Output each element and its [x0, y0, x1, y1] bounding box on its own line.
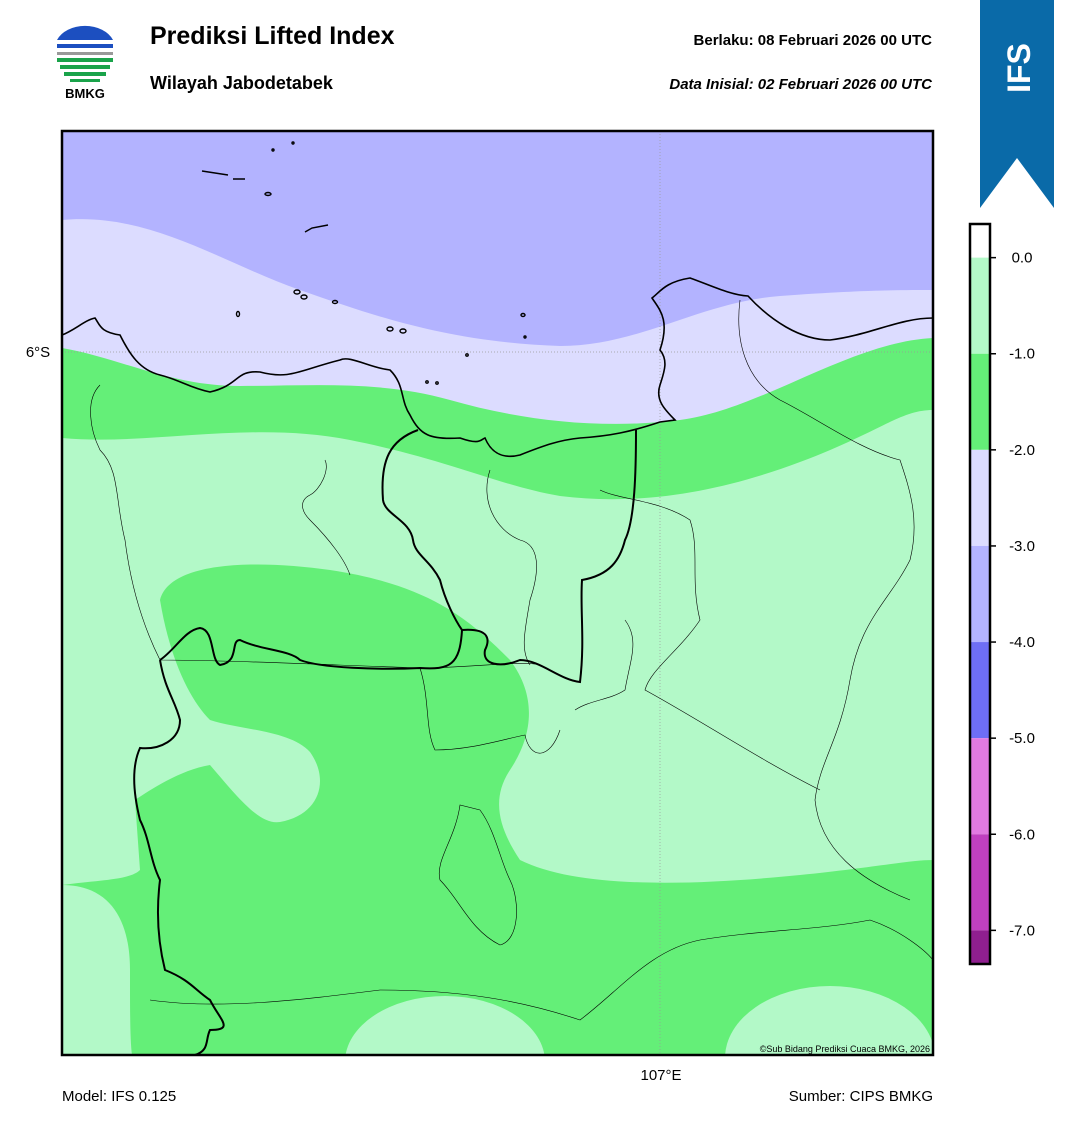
colorbar-segment [970, 642, 990, 739]
badge [980, 0, 1054, 208]
colorbar-tick-label: -5.0 [1009, 730, 1035, 747]
colorbar-tick-label: 0.0 [1012, 250, 1033, 267]
map-frame [60, 129, 935, 1057]
colorbar-segment [970, 545, 990, 643]
source: Sumber: CIPS BMKG [789, 1088, 933, 1105]
model: Model: IFS 0.125 [62, 1088, 176, 1105]
lon-label: 107°E [640, 1067, 681, 1084]
colorbar-segment [970, 353, 990, 450]
colorbar-tick-label: -1.0 [1009, 346, 1035, 363]
credit: ©Sub Bidang Prediksi Cuaca BMKG, 2026 [760, 1044, 930, 1054]
lat-label: 6°S [26, 344, 50, 361]
init-time: Data Inisial: 02 Februari 2026 00 UTC [669, 76, 933, 93]
colorbar-segment [970, 449, 990, 546]
colorbar-tick-label: -2.0 [1009, 442, 1035, 459]
colorbar-tick-label: -7.0 [1009, 922, 1035, 939]
badge-text: IFS [1001, 43, 1037, 93]
logo-text: BMKG [65, 86, 105, 101]
colorbar-tick-label: -3.0 [1009, 538, 1035, 555]
colorbar-segment [970, 224, 990, 258]
colorbar-segment [970, 738, 990, 835]
colorbar-segment [970, 834, 990, 931]
colorbar-tick-label: -4.0 [1009, 634, 1035, 651]
valid-time: Berlaku: 08 Februari 2026 00 UTC [694, 32, 933, 49]
subtitle: Wilayah Jabodetabek [150, 73, 334, 93]
logo: BMKG [57, 25, 113, 101]
colorbar-frame [968, 222, 992, 966]
colorbar-tick-label: -6.0 [1009, 826, 1035, 843]
colorbar: 0.0 -1.0 -2.0 -3.0 -4.0 -5.0 -6.0 -7.0 [968, 222, 1035, 966]
colorbar-segment [970, 257, 990, 354]
colorbar-segment [970, 930, 990, 964]
title: Prediksi Lifted Index [150, 22, 395, 50]
map: ©Sub Bidang Prediksi Cuaca BMKG, 2026 [62, 131, 933, 1055]
